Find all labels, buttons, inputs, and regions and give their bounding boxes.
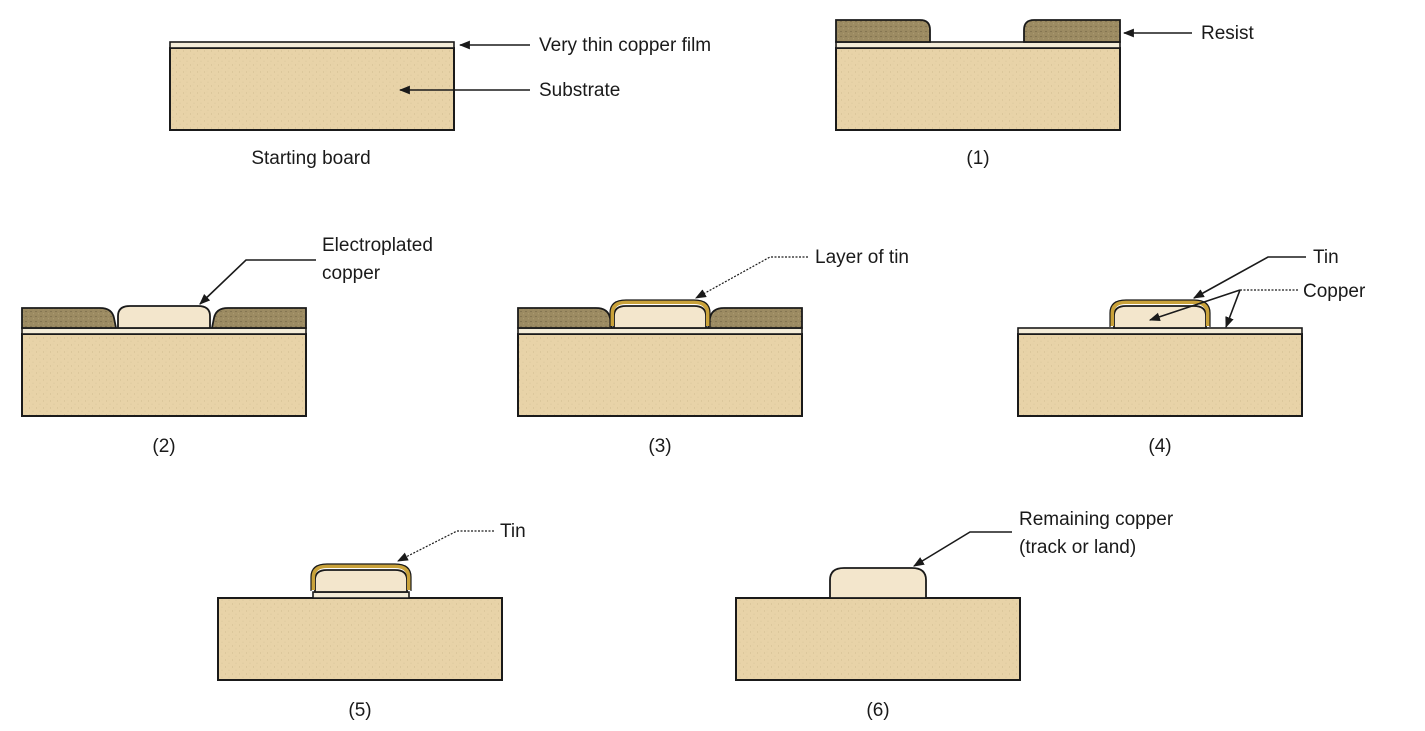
tin-layer: [610, 300, 710, 326]
panel-3: (3): [517, 299, 803, 457]
panel-5: (5): [217, 563, 503, 721]
label-remaining-copper: Remaining copper (track or land): [913, 509, 1174, 567]
label-electroplated-copper: Electroplated copper: [199, 235, 433, 305]
substrate-block: [517, 333, 803, 417]
panel-caption: Starting board: [251, 148, 370, 169]
electroplated-copper-block: [613, 305, 707, 329]
substrate-block: [835, 47, 1121, 131]
substrate-block: [217, 597, 503, 681]
copper-film-layer: [835, 41, 1121, 49]
tin-layer: [311, 564, 411, 590]
substrate-block: [169, 47, 455, 131]
label-resist: Resist: [1122, 23, 1255, 44]
substrate-block: [735, 597, 1021, 681]
panel-caption: (3): [648, 436, 671, 457]
label-text: copper: [322, 263, 381, 284]
panel-caption: (6): [866, 700, 889, 721]
copper-film-remnant: [312, 591, 410, 599]
resist-block-right: [706, 307, 803, 329]
panel-starting-board: Starting board: [169, 41, 455, 169]
tin-layer: [1110, 300, 1210, 326]
label-text: Layer of tin: [815, 247, 909, 268]
label-text: Tin: [1313, 247, 1339, 268]
remaining-copper-track: [829, 567, 927, 599]
substrate-block: [21, 333, 307, 417]
label-copper-panel-4: Copper: [1148, 281, 1366, 329]
label-text: Tin: [500, 521, 526, 542]
resist-block-right: [1023, 19, 1121, 43]
panel-2: (2): [21, 305, 307, 457]
label-text: Substrate: [539, 80, 620, 101]
panel-6: (6): [735, 567, 1021, 721]
label-copper-film: Very thin copper film: [458, 35, 711, 56]
panel-1: (1): [835, 19, 1121, 169]
label-text: Very thin copper film: [539, 35, 711, 56]
electroplated-copper-block: [117, 305, 211, 329]
copper-film-layer: [169, 41, 455, 49]
label-text: Resist: [1201, 23, 1255, 44]
resist-block-left: [835, 19, 931, 43]
substrate-block: [1017, 333, 1303, 417]
resist-block-left: [517, 307, 614, 329]
label-text: Remaining copper: [1019, 509, 1174, 530]
label-substrate: Substrate: [398, 80, 620, 101]
panel-caption: (5): [348, 700, 371, 721]
label-layer-of-tin: Layer of tin: [695, 247, 909, 299]
label-tin-panel-5: Tin: [397, 521, 526, 562]
panel-caption: (1): [966, 148, 989, 169]
electroplated-copper-block: [314, 569, 408, 593]
label-text: Electroplated: [322, 235, 433, 256]
label-text: Copper: [1303, 281, 1366, 302]
label-tin-panel-4: Tin: [1193, 247, 1339, 299]
panel-caption: (2): [152, 436, 175, 457]
panel-4: (4): [1017, 299, 1303, 457]
label-text: (track or land): [1019, 537, 1136, 558]
resist-block-left: [21, 307, 118, 329]
panel-caption: (4): [1148, 436, 1171, 457]
resist-block-right: [210, 307, 307, 329]
